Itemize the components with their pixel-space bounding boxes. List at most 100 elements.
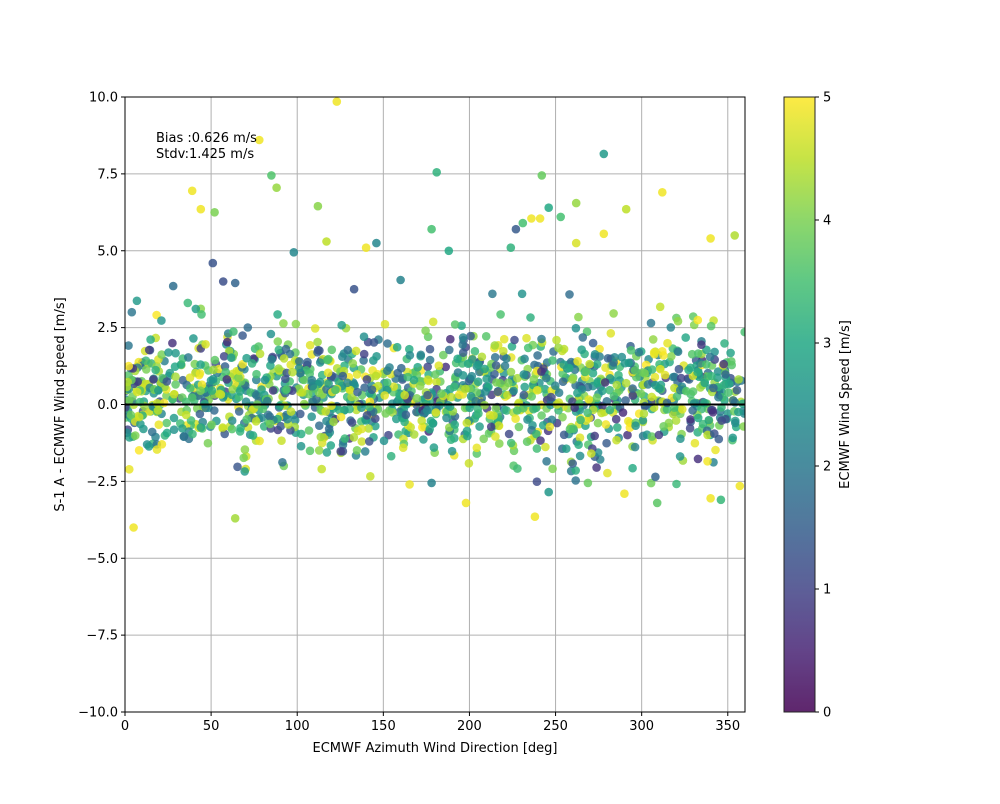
- scatter-point: [247, 359, 257, 368]
- scatter-point: [423, 390, 432, 400]
- scatter-point: [251, 390, 261, 400]
- scatter-point: [573, 357, 582, 366]
- scatter-point: [494, 421, 503, 430]
- scatter-point: [349, 284, 359, 294]
- scatter-point: [602, 438, 611, 448]
- scatter-point: [279, 354, 289, 363]
- scatter-point: [307, 412, 317, 422]
- scatter-point: [240, 445, 250, 454]
- scatter-point: [268, 386, 278, 395]
- scatter-point: [146, 335, 155, 344]
- scatter-point: [274, 345, 284, 355]
- scatter-point: [630, 442, 640, 452]
- scatter-point: [672, 479, 681, 489]
- scatter-point: [380, 319, 390, 329]
- scatter-point: [667, 352, 676, 361]
- scatter-point: [413, 362, 423, 372]
- scatter-point: [732, 385, 742, 395]
- scatter-point: [708, 408, 718, 417]
- scatter-point: [281, 344, 291, 354]
- scatter-point: [345, 385, 355, 395]
- scatter-point: [704, 415, 714, 425]
- scatter-point: [352, 446, 362, 455]
- scatter-point: [303, 357, 312, 367]
- scatter-point: [490, 369, 499, 379]
- x-tick-label: 100: [285, 719, 310, 734]
- scatter-point: [184, 353, 193, 362]
- scatter-point: [533, 351, 542, 360]
- scatter-point: [595, 352, 604, 361]
- scatter-point: [705, 352, 715, 362]
- scatter-point: [538, 421, 548, 430]
- scatter-point: [380, 391, 390, 400]
- scatter-point: [471, 396, 481, 406]
- scatter-point: [329, 417, 338, 427]
- scatter-point: [168, 338, 177, 348]
- scatter-point: [536, 436, 545, 445]
- scatter-point: [437, 389, 446, 398]
- scatter-point: [446, 435, 456, 445]
- scatter-point: [556, 212, 565, 222]
- scatter-point: [381, 409, 391, 418]
- scatter-point: [322, 237, 331, 246]
- scatter-point: [522, 437, 532, 447]
- scatter-point: [322, 448, 332, 457]
- scatter-point: [481, 332, 491, 341]
- scatter-point: [195, 369, 205, 378]
- scatter-point: [681, 333, 690, 342]
- scatter-point: [600, 378, 610, 387]
- scatter-point: [304, 426, 314, 435]
- scatter-point: [336, 412, 346, 422]
- scatter-point: [417, 416, 427, 426]
- scatter-point: [568, 375, 577, 384]
- scatter-point: [254, 135, 264, 145]
- scatter-point: [203, 438, 213, 448]
- scatter-point: [129, 523, 138, 532]
- scatter-point: [347, 418, 357, 427]
- scatter-point: [509, 386, 518, 396]
- scatter-point: [462, 426, 472, 436]
- scatter-point: [609, 392, 619, 401]
- scatter-point: [409, 375, 419, 385]
- scatter-point: [678, 405, 687, 414]
- scatter-point: [660, 370, 670, 380]
- scatter-point: [592, 359, 602, 369]
- scatter-point: [673, 347, 683, 357]
- scatter-point: [646, 478, 656, 488]
- scatter-point: [209, 365, 218, 375]
- scatter-point: [609, 309, 618, 318]
- scatter-point: [634, 348, 644, 357]
- scatter-point: [621, 378, 631, 388]
- scatter-point: [523, 415, 532, 424]
- scatter-point: [581, 367, 591, 376]
- x-axis-ticks: 0 50 100 150 200 250 300 350: [121, 712, 740, 734]
- scatter-point: [670, 403, 679, 413]
- scatter-point: [444, 246, 454, 256]
- scatter-point: [348, 359, 358, 368]
- scatter-point: [703, 372, 713, 381]
- scatter-point: [260, 375, 270, 385]
- scatter-point: [570, 403, 579, 413]
- scatter-point: [125, 465, 134, 474]
- scatter-point: [369, 356, 378, 365]
- scatter-point: [171, 372, 180, 382]
- scatter-point: [218, 277, 228, 286]
- scatter-point: [693, 349, 703, 358]
- scatter-point: [255, 349, 265, 359]
- scatter-point: [477, 352, 487, 362]
- scatter-point: [612, 435, 621, 445]
- scatter-point: [458, 333, 468, 342]
- scatter-point: [357, 437, 367, 446]
- scatter-point: [360, 383, 369, 393]
- scatter-point: [369, 338, 379, 347]
- scatter-point: [379, 436, 389, 446]
- scatter-point: [623, 430, 632, 440]
- scatter-point: [210, 355, 220, 365]
- scatter-point: [548, 356, 557, 365]
- scatter-point: [419, 435, 428, 444]
- scatter-point: [423, 362, 433, 372]
- scatter-point: [317, 464, 327, 474]
- x-axis-label: ECMWF Azimuth Wind Direction [deg]: [313, 741, 558, 756]
- scatter-point: [360, 447, 370, 456]
